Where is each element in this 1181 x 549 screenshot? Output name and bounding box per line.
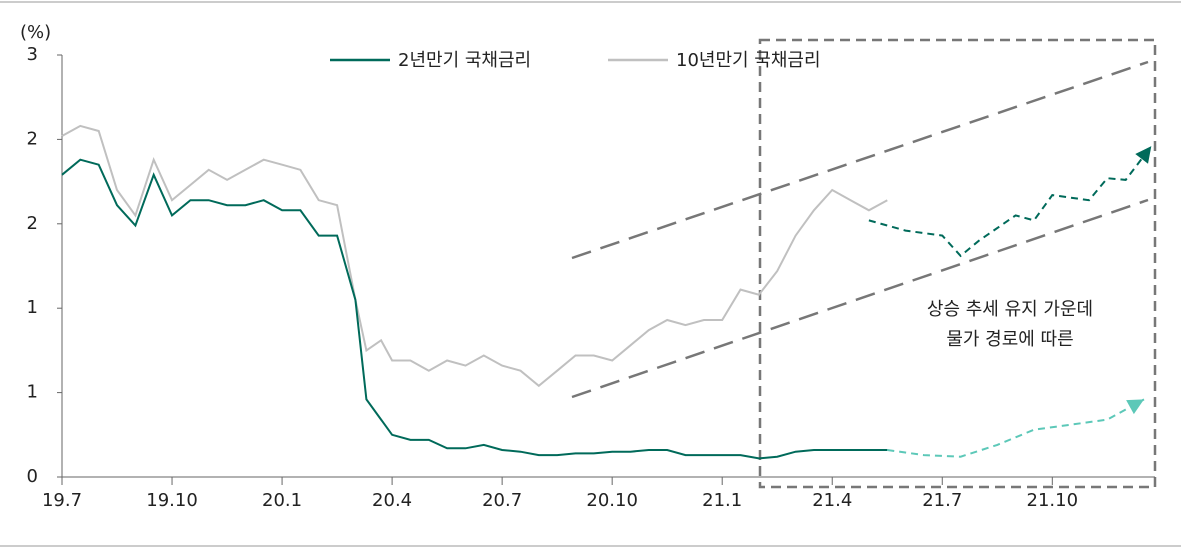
- x-tick-label: 20.7: [482, 490, 522, 511]
- x-tick-label: 20.1: [262, 490, 302, 511]
- trend-lower: [571, 198, 1149, 399]
- y-tick-label: 2: [27, 213, 38, 234]
- trend-upper: [571, 60, 1149, 260]
- arrow-head: [1126, 399, 1144, 415]
- arrow-head: [1135, 146, 1152, 164]
- x-tick-label: 20.4: [372, 490, 412, 511]
- highlight-box: [758, 38, 1157, 489]
- y-tick-label: 1: [27, 382, 38, 403]
- x-tick-label: 21.1: [702, 490, 742, 511]
- y-tick-label: 3: [27, 44, 38, 65]
- annotation: 상승 추세 유지 가운데: [927, 299, 1093, 320]
- series-line: [61, 158, 888, 460]
- x-tick-label: 21.4: [812, 490, 852, 511]
- legend-label: 2년만기 국채금리: [398, 50, 531, 71]
- projection-line: [887, 398, 1145, 458]
- y-tick-label: 1: [27, 297, 38, 318]
- unit-label: (%): [20, 22, 51, 43]
- y-tick-label: 0: [27, 466, 38, 487]
- x-tick-label: 21.10: [1027, 490, 1079, 511]
- x-tick-label: 19.7: [42, 490, 82, 511]
- annotation: 물가 경로에 따른: [946, 329, 1073, 350]
- x-tick-label: 20.10: [586, 490, 638, 511]
- legend-label: 10년만기 국채금리: [676, 50, 821, 71]
- x-tick-label: 19.10: [146, 490, 198, 511]
- x-tick-label: 21.7: [922, 490, 962, 511]
- y-tick-label: 2: [27, 128, 38, 149]
- series-line: [61, 124, 888, 388]
- projection-line: [868, 145, 1153, 258]
